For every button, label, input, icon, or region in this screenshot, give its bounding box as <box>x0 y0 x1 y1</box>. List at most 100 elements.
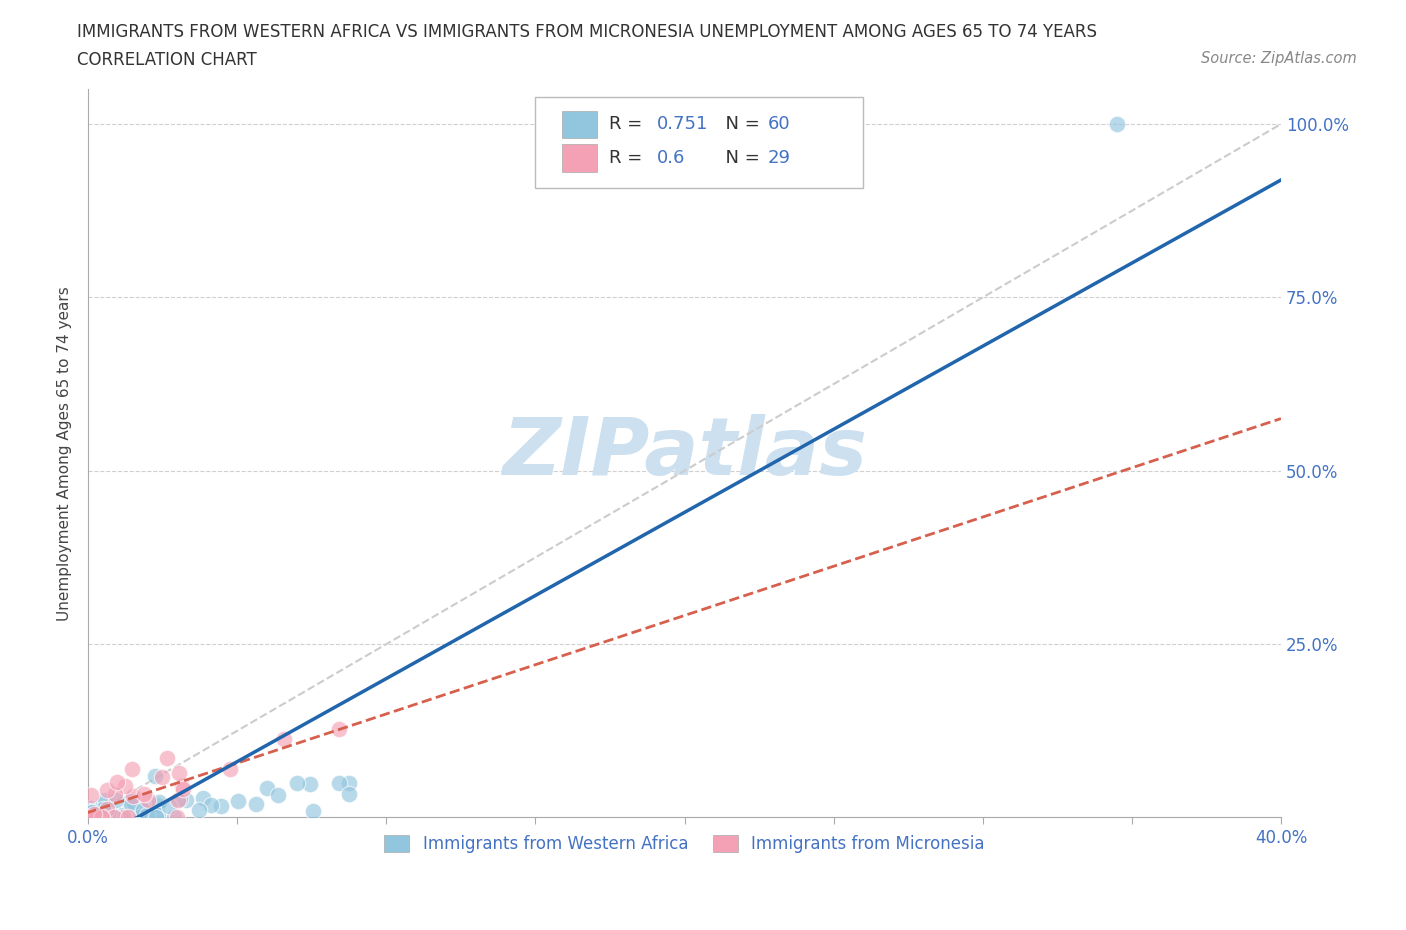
Point <box>91 810 114 825</box>
Point <box>150 769 173 784</box>
Text: N =: N = <box>714 115 766 133</box>
Point <box>77 810 100 825</box>
Bar <box>561 144 598 172</box>
Point <box>122 789 145 804</box>
Point <box>328 776 350 790</box>
Point <box>148 794 170 809</box>
Point <box>136 792 159 807</box>
Text: CORRELATION CHART: CORRELATION CHART <box>77 51 257 69</box>
Point <box>112 810 135 825</box>
Point <box>256 780 278 795</box>
Text: 0.6: 0.6 <box>657 149 686 166</box>
Point <box>103 810 125 825</box>
Point <box>90 810 112 825</box>
Legend: Immigrants from Western Africa, Immigrants from Micronesia: Immigrants from Western Africa, Immigran… <box>378 829 991 860</box>
Point <box>298 777 321 791</box>
Text: 0.751: 0.751 <box>657 115 709 133</box>
Point <box>145 809 167 824</box>
Point <box>337 776 360 790</box>
Point <box>273 732 295 747</box>
Text: R =: R = <box>609 149 648 166</box>
Point <box>104 787 127 802</box>
Point <box>79 810 101 825</box>
Point <box>104 810 127 825</box>
Text: Source: ZipAtlas.com: Source: ZipAtlas.com <box>1201 51 1357 66</box>
Point <box>82 810 104 825</box>
Point <box>172 781 194 796</box>
Point <box>328 722 350 737</box>
Point <box>169 791 191 806</box>
Point <box>122 795 145 810</box>
Point <box>111 807 134 822</box>
Point <box>114 778 136 793</box>
Point <box>219 762 242 777</box>
Text: 29: 29 <box>768 149 792 166</box>
Point <box>132 809 155 824</box>
Point <box>93 810 115 825</box>
Point <box>91 809 114 824</box>
Point <box>91 797 114 812</box>
Point <box>105 774 128 789</box>
Point <box>121 762 143 777</box>
Point <box>105 793 128 808</box>
Y-axis label: Unemployment Among Ages 65 to 74 years: Unemployment Among Ages 65 to 74 years <box>58 286 72 621</box>
Point <box>89 805 111 820</box>
Point <box>188 803 211 817</box>
Point <box>112 810 135 825</box>
Point <box>100 805 122 820</box>
Point <box>132 787 155 802</box>
Point <box>80 804 103 819</box>
Point <box>120 793 142 808</box>
Point <box>200 798 222 813</box>
Point <box>104 809 127 824</box>
Point <box>90 810 112 825</box>
Point <box>301 804 323 819</box>
Point <box>1105 116 1128 131</box>
Text: IMMIGRANTS FROM WESTERN AFRICA VS IMMIGRANTS FROM MICRONESIA UNEMPLOYMENT AMONG : IMMIGRANTS FROM WESTERN AFRICA VS IMMIGR… <box>77 23 1097 41</box>
Point <box>226 793 249 808</box>
Point <box>143 768 166 783</box>
Point <box>90 810 112 825</box>
Point <box>79 801 101 816</box>
Point <box>82 810 104 825</box>
Point <box>167 765 190 780</box>
Text: N =: N = <box>714 149 766 166</box>
Point <box>96 802 118 817</box>
Point <box>167 792 190 807</box>
Point <box>82 810 104 825</box>
Point <box>136 807 159 822</box>
Point <box>166 810 188 825</box>
Point <box>83 807 105 822</box>
Point <box>103 810 125 825</box>
Text: 60: 60 <box>768 115 790 133</box>
Point <box>117 810 139 825</box>
Point <box>146 807 169 822</box>
Point <box>131 801 153 816</box>
Point <box>94 810 117 825</box>
Text: ZIPatlas: ZIPatlas <box>502 415 868 492</box>
Point <box>93 802 115 817</box>
Point <box>163 810 186 825</box>
Point <box>170 778 193 793</box>
Point <box>90 810 112 825</box>
Point <box>80 804 103 819</box>
Point <box>209 799 232 814</box>
Point <box>145 797 167 812</box>
FancyBboxPatch shape <box>536 97 863 188</box>
Point <box>145 810 167 825</box>
Point <box>132 803 155 817</box>
Bar <box>561 111 598 139</box>
Point <box>80 810 103 825</box>
Point <box>87 810 110 825</box>
Point <box>120 798 142 813</box>
Point <box>84 810 107 825</box>
Point <box>96 783 118 798</box>
Point <box>337 787 360 802</box>
Text: R =: R = <box>609 115 654 133</box>
Point <box>267 788 290 803</box>
Point <box>191 790 214 805</box>
Point <box>245 796 267 811</box>
Point <box>157 799 180 814</box>
Point <box>176 792 198 807</box>
Point <box>80 788 103 803</box>
